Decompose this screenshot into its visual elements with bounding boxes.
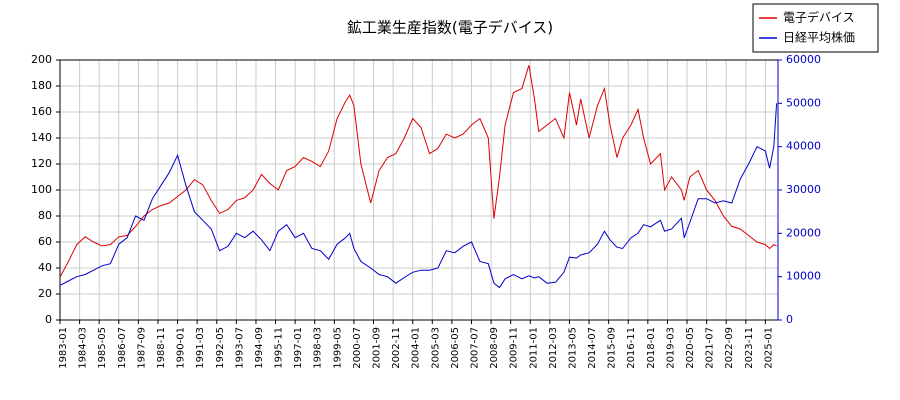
x-tick-label: 2019-03 [665, 327, 676, 369]
x-tick-label: 2007-07 [469, 327, 480, 369]
x-tick-label: 2018-01 [646, 327, 657, 369]
x-tick-label: 1994-09 [254, 327, 265, 369]
x-tick-label: 1999-05 [332, 327, 343, 369]
x-tick-label: 1995-11 [274, 327, 285, 369]
x-tick-label: 2013-05 [567, 327, 578, 369]
y-tick-label: 20 [38, 287, 52, 300]
y2-tick-label: 10000 [786, 270, 821, 283]
y-tick-label: 0 [45, 313, 52, 326]
y-tick-label: 160 [31, 105, 52, 118]
y2-tick-label: 0 [786, 313, 793, 326]
x-tick-label: 1998-03 [313, 327, 324, 369]
y2-tick-label: 60000 [786, 53, 821, 66]
y-tick-label: 60 [38, 235, 52, 248]
x-tick-label: 2021-07 [705, 327, 716, 369]
x-tick-label: 2025-01 [763, 327, 774, 369]
y2-tick-label: 20000 [786, 226, 821, 239]
x-tick-label: 2002-11 [391, 327, 402, 369]
x-tick-label: 2012-03 [548, 327, 559, 369]
x-tick-label: 1985-05 [97, 327, 108, 369]
y2-tick-label: 40000 [786, 140, 821, 153]
x-tick-label: 2000-07 [352, 327, 363, 369]
x-tick-label: 2023-11 [744, 327, 755, 369]
y-tick-label: 40 [38, 261, 52, 274]
x-tick-label: 1986-07 [117, 327, 128, 369]
x-tick-label: 1990-01 [176, 327, 187, 369]
x-tick-label: 1997-01 [293, 327, 304, 369]
series-line [59, 103, 778, 289]
x-tick-label: 2015-09 [607, 327, 618, 369]
x-tick-label: 1991-03 [195, 327, 206, 369]
y-tick-label: 180 [31, 79, 52, 92]
x-tick-label: 2001-09 [372, 327, 383, 369]
x-tick-label: 1993-07 [234, 327, 245, 369]
x-tick-label: 2004-01 [411, 327, 422, 369]
series-line [59, 65, 777, 278]
x-tick-label: 1988-11 [156, 327, 167, 369]
x-tick-label: 2020-05 [685, 327, 696, 369]
x-tick-label: 1984-03 [78, 327, 89, 369]
x-tick-label: 2022-09 [724, 327, 735, 369]
x-tick-label: 1983-01 [58, 327, 69, 369]
y-tick-label: 100 [31, 183, 52, 196]
x-tick-label: 1992-05 [215, 327, 226, 369]
x-tick-label: 2011-01 [528, 327, 539, 369]
y2-tick-label: 30000 [786, 183, 821, 196]
x-tick-label: 2006-05 [450, 327, 461, 369]
x-tick-label: 1987-09 [136, 327, 147, 369]
y2-tick-label: 50000 [786, 96, 821, 109]
y-tick-label: 200 [31, 53, 52, 66]
legend-label: 電子デバイス [783, 10, 855, 25]
x-tick-label: 2005-03 [430, 327, 441, 369]
legend-box [752, 3, 879, 53]
legend-label: 日経平均株価 [783, 30, 855, 45]
x-tick-label: 2016-11 [626, 327, 637, 369]
y-tick-label: 140 [31, 131, 52, 144]
x-tick-label: 2009-11 [509, 327, 520, 369]
chart-title: 鉱工業生産指数(電子デバイス) [347, 19, 553, 37]
y-tick-label: 120 [31, 157, 52, 170]
x-tick-label: 2014-07 [587, 327, 598, 369]
x-tick-label: 2008-09 [489, 327, 500, 369]
y-tick-label: 80 [38, 209, 52, 222]
